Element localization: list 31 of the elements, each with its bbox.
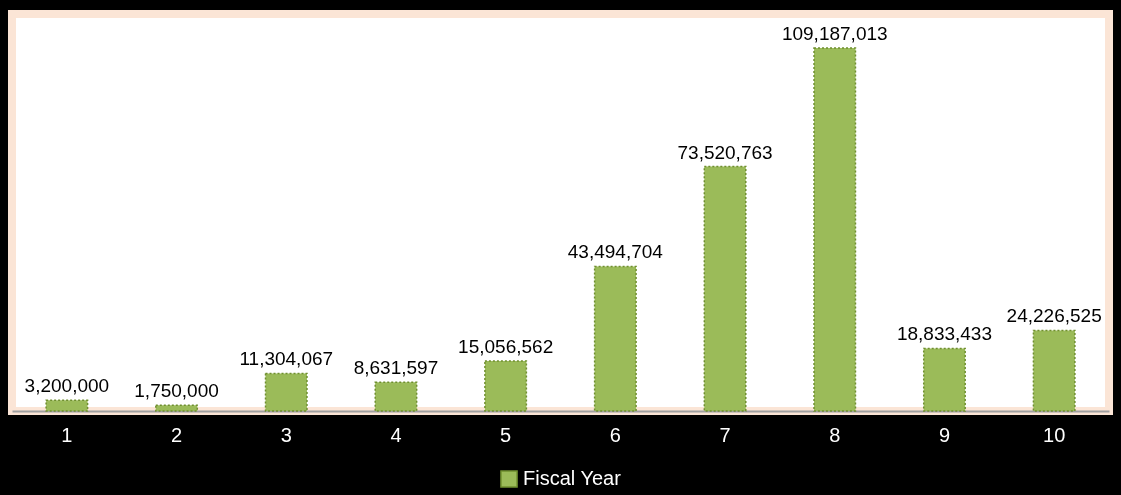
bar	[922, 347, 966, 412]
x-tick-label: 1	[61, 423, 73, 446]
x-tick-label: 8	[829, 423, 841, 446]
data-label: 18,833,433	[896, 323, 992, 345]
x-tick-label: 2	[170, 423, 183, 446]
x-tick-label: 7	[719, 423, 731, 446]
bar	[45, 399, 89, 412]
x-tick-label: 5	[500, 423, 512, 446]
x-tick-label: 6	[609, 423, 621, 446]
data-label: 1,750,000	[134, 380, 219, 402]
x-tick-label: 10	[1043, 423, 1066, 446]
data-label: 73,520,763	[677, 141, 773, 163]
bar	[593, 265, 637, 412]
data-label: 3,200,000	[24, 375, 110, 397]
bar	[813, 47, 857, 412]
x-tick-label: 4	[390, 423, 402, 446]
data-label: 8,631,597	[353, 357, 439, 379]
bar	[1032, 329, 1076, 412]
data-label: 11,304,067	[239, 348, 334, 370]
data-label: 24,226,525	[1006, 305, 1102, 327]
legend-label: Fiscal Year	[523, 467, 622, 489]
x-tick-label: 3	[280, 423, 292, 446]
bar	[703, 165, 747, 412]
data-label: 15,056,562	[458, 335, 554, 357]
data-label: 43,494,704	[567, 241, 664, 263]
bar	[374, 381, 418, 412]
bar	[155, 404, 199, 412]
bar	[264, 372, 308, 412]
bar	[484, 360, 528, 412]
x-tick-label: 9	[938, 423, 951, 446]
data-label: 109,187,013	[781, 23, 888, 44]
